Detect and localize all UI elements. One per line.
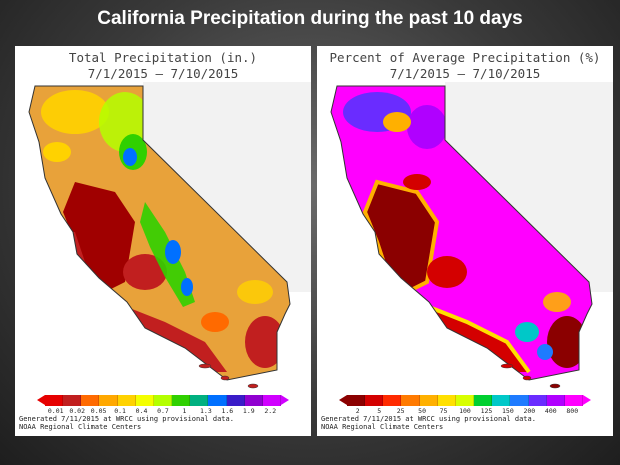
legend-swatch (153, 395, 173, 406)
legend-tick-label: 150 (502, 407, 514, 415)
legend-swatch (510, 395, 529, 406)
legend-swatch (419, 395, 438, 406)
total-precipitation-date-range: 7/1/2015 – 7/10/2015 (87, 66, 239, 81)
legend-tick-label: 400 (544, 407, 557, 415)
footer-generated: Generated 7/11/2015 at WRCC using provis… (19, 415, 234, 423)
legend-swatch (401, 395, 420, 406)
legend-swatch (564, 395, 584, 406)
total-precipitation-title-line1: Total Precipitation (in.) (68, 50, 258, 65)
percent-average-footer: Generated 7/11/2015 at WRCC using provis… (321, 415, 536, 431)
legend-tick-label: 50 (418, 407, 426, 415)
percent-average-legend-ticks: 2 5 25 50 75 100 125 150 200 400 800 (347, 407, 583, 415)
legend-arrow-right (583, 395, 591, 405)
legend-swatch (63, 395, 82, 406)
legend-swatch (172, 395, 191, 406)
legend-arrow-left (37, 395, 45, 405)
legend-tick-label: 200 (523, 407, 536, 415)
legend-swatch (45, 395, 64, 406)
slide-title: California Precipitation during the past… (97, 8, 523, 29)
percent-average-date-range: 7/1/2015 – 7/10/2015 (389, 66, 541, 81)
total-precipitation-title: Total Precipitation (in.) 7/1/2015 – 7/1… (15, 50, 311, 82)
total-precipitation-panel: Total Precipitation (in.) 7/1/2015 – 7/1… (15, 46, 311, 436)
percent-average-panel: Percent of Average Precipitation (%) 7/1… (317, 46, 613, 436)
legend-swatch (99, 395, 118, 406)
legend-tick-label: 1.3 (200, 407, 212, 415)
legend-swatch (437, 395, 456, 406)
legend-arrow-left (339, 395, 347, 405)
legend-swatch (226, 395, 245, 406)
legend-swatch (190, 395, 209, 406)
legend-tick-label: 1 (182, 407, 187, 415)
legend-swatch (347, 395, 366, 406)
footer-source: NOAA Regional Climate Centers (321, 423, 444, 431)
legend-tick-label: 0.1 (114, 407, 126, 415)
total-precipitation-footer: Generated 7/11/2015 at WRCC using provis… (19, 415, 234, 431)
total-precipitation-legend (45, 395, 282, 406)
footer-source: NOAA Regional Climate Centers (19, 423, 142, 431)
legend-swatch (455, 395, 475, 406)
legend-swatch (383, 395, 402, 406)
legend-swatch (262, 395, 282, 406)
legend-tick-label: 2 (355, 407, 360, 415)
legend-tick-label: 2.2 (264, 407, 277, 415)
legend-swatch (117, 395, 136, 406)
legend-swatch (474, 395, 493, 406)
percent-average-title-line1: Percent of Average Precipitation (%) (329, 50, 601, 65)
legend-tick-label: 0.7 (157, 407, 169, 415)
legend-tick-label: 0.05 (90, 407, 107, 415)
legend-tick-label: 1.9 (242, 407, 255, 415)
legend-swatch (546, 395, 565, 406)
percent-average-legend (347, 395, 584, 406)
legend-swatch (135, 395, 154, 406)
legend-swatch (81, 395, 100, 406)
legend-swatch (528, 395, 547, 406)
percent-average-map (330, 82, 613, 389)
legend-tick-label: 75 (439, 407, 448, 415)
legend-tick-label: 0.02 (69, 407, 85, 415)
percent-average-title: Percent of Average Precipitation (%) 7/1… (317, 50, 613, 82)
legend-swatch (365, 395, 384, 406)
legend-tick-label: 5 (377, 407, 382, 415)
total-precipitation-map (28, 82, 311, 389)
total-precipitation-legend-ticks: 0.01 0.02 0.05 0.1 0.4 0.7 1 1.3 1.6 1.9 2.2 (45, 407, 281, 415)
legend-tick-label: 100 (459, 407, 471, 415)
legend-swatch (208, 395, 227, 406)
legend-arrow-right (281, 395, 289, 405)
legend-tick-label: 0.4 (135, 407, 148, 415)
legend-tick-label: 1.6 (221, 407, 234, 415)
legend-tick-label: 125 (480, 407, 493, 415)
legend-tick-label: 0.01 (47, 407, 64, 415)
legend-tick-label: 800 (566, 407, 579, 415)
footer-generated: Generated 7/11/2015 at WRCC using provis… (321, 415, 536, 423)
legend-swatch (244, 395, 263, 406)
legend-swatch (492, 395, 511, 406)
legend-tick-label: 25 (396, 407, 405, 415)
